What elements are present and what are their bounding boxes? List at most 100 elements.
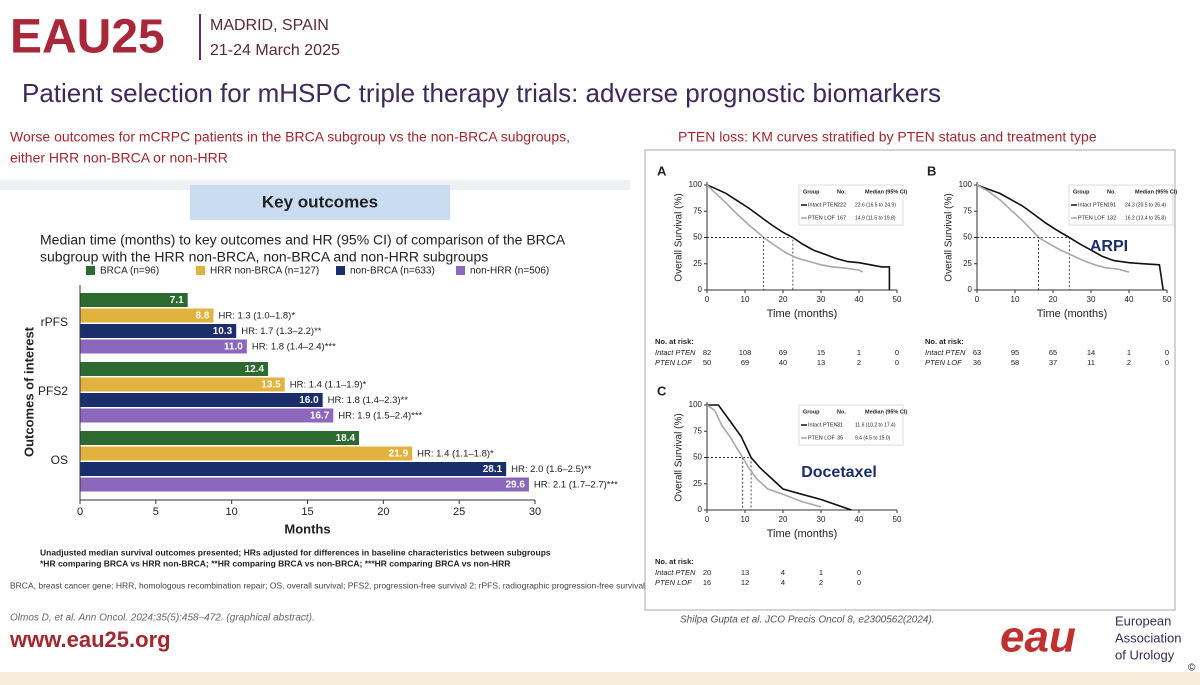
y-tick-label: 50 (693, 233, 702, 242)
median-guide (977, 237, 1070, 290)
x-tick-label: 50 (1163, 295, 1172, 304)
legend-swatch (86, 266, 95, 275)
at-risk-value: 4 (781, 568, 785, 577)
caption: Median time (months) to key outcomes and… (40, 232, 566, 248)
legend-header: Group (803, 189, 820, 195)
at-risk-value: 0 (895, 358, 899, 367)
y-tick-label: 75 (963, 206, 972, 215)
bar (80, 393, 323, 407)
x-tick-label: 15 (301, 506, 313, 518)
legend-header: No. (837, 189, 846, 195)
x-tick-label: 10 (741, 295, 750, 304)
at-risk-value: 0 (895, 348, 899, 357)
median-guide (977, 237, 1039, 290)
y-tick-label: 75 (693, 426, 702, 435)
at-risk-value: 15 (817, 348, 825, 357)
value-label: 16.7 (310, 411, 330, 422)
x-tick-label: 25 (453, 506, 465, 518)
org-name: of Urology (1115, 647, 1175, 662)
left-subtitle: Worse outcomes for mCRPC patients in the… (10, 129, 570, 145)
x-tick-label: 40 (855, 515, 864, 524)
x-tick-label: 10 (226, 506, 238, 518)
x-tick-label: 10 (741, 515, 750, 524)
km-legend-box (798, 184, 904, 226)
y-tick-label: 25 (693, 259, 702, 268)
x-tick-label: 0 (705, 515, 710, 524)
y-tick-label: 75 (693, 206, 702, 215)
legend-swatch (196, 266, 205, 275)
at-risk-value: 13 (741, 568, 749, 577)
hr-label: HR: 2.0 (1.6–2.5)** (511, 464, 592, 475)
km-curve (976, 184, 1130, 273)
at-risk-value: 36 (973, 358, 981, 367)
legend-label: Intact PTEN (808, 202, 838, 208)
y-axis-label: Overall Survival (%) (674, 193, 685, 281)
km-curve (706, 404, 822, 508)
legend-label: Intact PTEN (808, 422, 838, 428)
at-risk-value: 1 (819, 568, 823, 577)
legend-n: 35 (837, 435, 843, 441)
legend-label: PTEN LOF (808, 215, 836, 221)
footnote: Unadjusted median survival outcomes pres… (40, 547, 551, 557)
url: www.eau25.org (9, 627, 171, 652)
footnote: *HR comparing BRCA vs HRR non-BRCA; **HR… (40, 558, 510, 568)
x-axis-label: Time (months) (767, 528, 838, 540)
at-risk-value: 0 (1165, 348, 1169, 357)
value-label: 10.3 (213, 326, 233, 337)
x-tick-label: 5 (153, 506, 159, 518)
at-risk-value: 2 (1127, 358, 1131, 367)
at-risk-label: PTEN LOF (655, 578, 692, 587)
y-tick-label: OS (51, 453, 68, 467)
annotation: ARPI (1090, 238, 1128, 255)
at-risk-value: 40 (779, 358, 787, 367)
panel-letter: B (927, 163, 936, 178)
median-guide (707, 457, 752, 510)
at-risk-value: 69 (741, 358, 749, 367)
at-risk-value: 11 (1087, 358, 1095, 367)
citation: Olmos D, et al. Ann Oncol. 2024;35(5):45… (10, 613, 315, 624)
bar (80, 408, 334, 423)
bar (80, 446, 413, 461)
at-risk-title: No. at risk: (655, 337, 694, 346)
legend-median: 22.6 (16.5 to 24.9) (855, 202, 896, 208)
org-logo: eau (1000, 613, 1076, 662)
legend-label: HRR non-BRCA (n=127) (210, 266, 319, 277)
value-label: 7.1 (170, 295, 184, 306)
legend-swatch (456, 266, 465, 275)
y-tick-label: 100 (689, 400, 703, 409)
bar (80, 308, 214, 323)
city: MADRID, SPAIN (210, 17, 329, 34)
panel-letter: A (657, 163, 667, 178)
at-risk-value: 1 (1127, 348, 1131, 357)
hr-label: HR: 1.7 (1.3–2.2)** (241, 326, 322, 337)
citation: Shilpa Gupta et al. JCO Precis Oncol 8, … (680, 615, 935, 626)
x-tick-label: 0 (705, 295, 710, 304)
legend-n: 167 (837, 215, 846, 221)
bar (80, 324, 237, 338)
y-tick-label: rPFS (41, 315, 68, 329)
right-subtitle: PTEN loss: KM curves stratified by PTEN … (678, 129, 1097, 145)
hr-label: HR: 1.8 (1.4–2.3)** (328, 395, 409, 406)
value-label: 21.9 (389, 449, 409, 460)
abbreviations: BRCA, breast cancer gene; HRR, homologou… (10, 580, 645, 590)
at-risk-value: 82 (703, 348, 711, 357)
y-tick-label: 100 (689, 180, 703, 189)
legend-n: 132 (1107, 215, 1116, 221)
km-frame (644, 149, 1176, 611)
annotation: Docetaxel (801, 464, 877, 481)
at-risk-value: 69 (779, 348, 787, 357)
at-risk-value: 2 (819, 578, 823, 587)
at-risk-value: 108 (739, 348, 752, 357)
x-tick-label: 20 (779, 295, 788, 304)
bar (80, 362, 269, 376)
median-guide (707, 237, 794, 290)
x-tick-label: 20 (779, 515, 788, 524)
at-risk-value: 0 (857, 578, 861, 587)
copyright: © (1188, 663, 1196, 674)
legend-header: No. (1107, 189, 1116, 195)
at-risk-value: 12 (741, 578, 749, 587)
bar (80, 377, 285, 392)
hr-label: HR: 1.3 (1.0–1.8)* (218, 311, 295, 322)
y-tick-label: 50 (693, 453, 702, 462)
x-tick-label: 20 (1049, 295, 1058, 304)
